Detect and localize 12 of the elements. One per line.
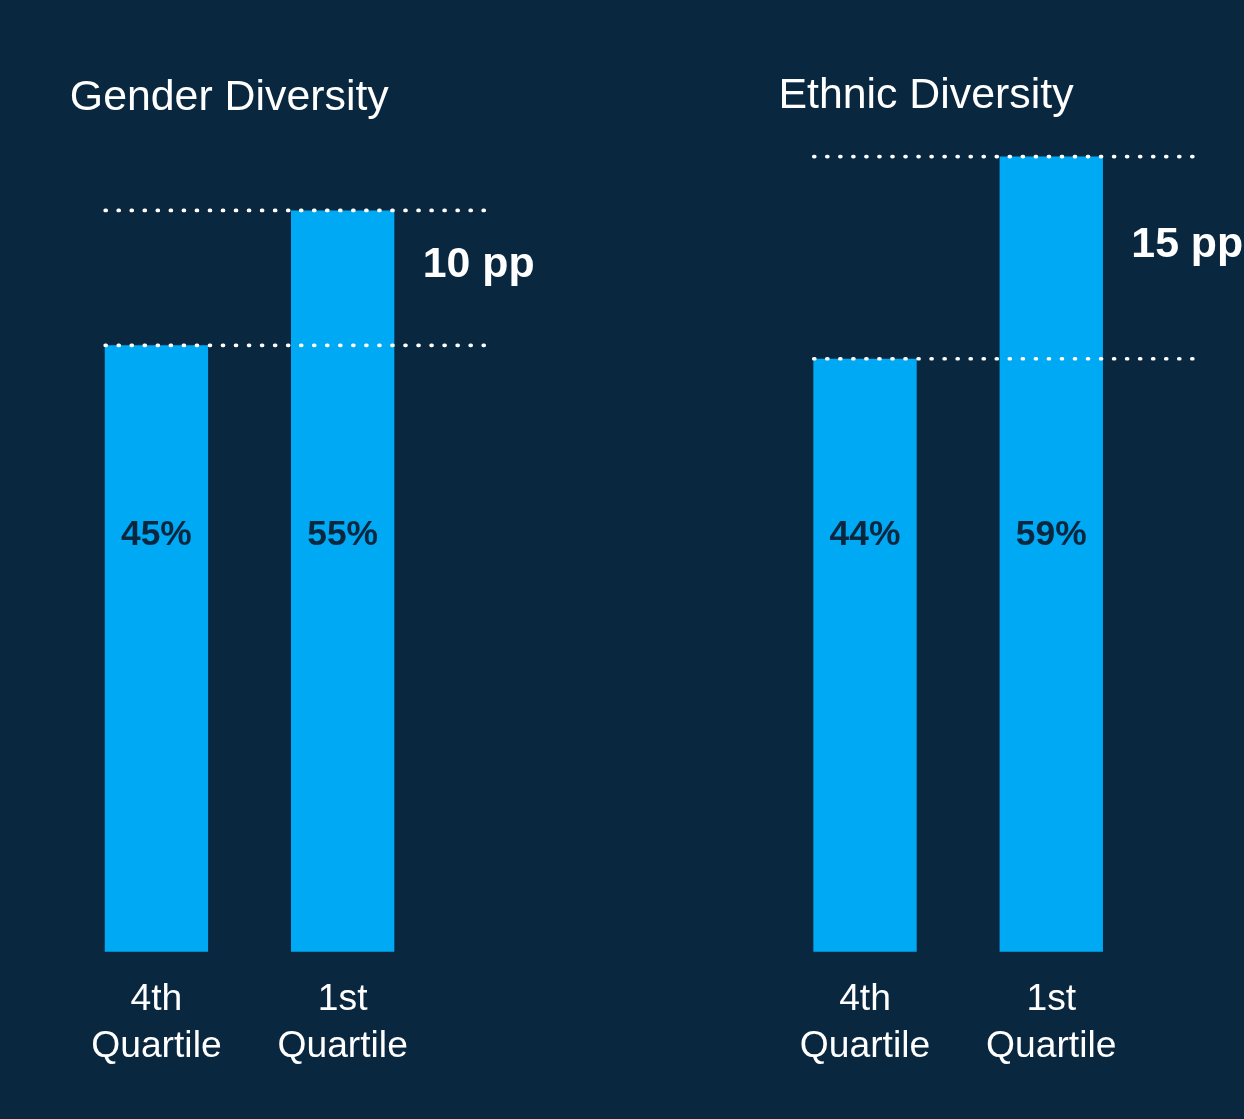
data-label: 59%: [1015, 512, 1087, 552]
data-label: 45%: [121, 512, 192, 552]
x-tick-label: 1st Quartile: [986, 975, 1117, 1065]
annotation: 10 pp: [422, 237, 535, 286]
x-tick-label: 1st Quartile: [277, 975, 408, 1065]
data-label: 44%: [829, 512, 901, 552]
chart-title: Gender Diversity: [69, 71, 390, 120]
annotation: 15 pp: [1131, 217, 1244, 266]
chart-title: Ethnic Diversity: [778, 69, 1075, 118]
x-tick-label: 4th Quartile: [91, 975, 222, 1065]
x-tick-label: 4th Quartile: [799, 975, 931, 1065]
data-label: 55%: [307, 512, 379, 552]
